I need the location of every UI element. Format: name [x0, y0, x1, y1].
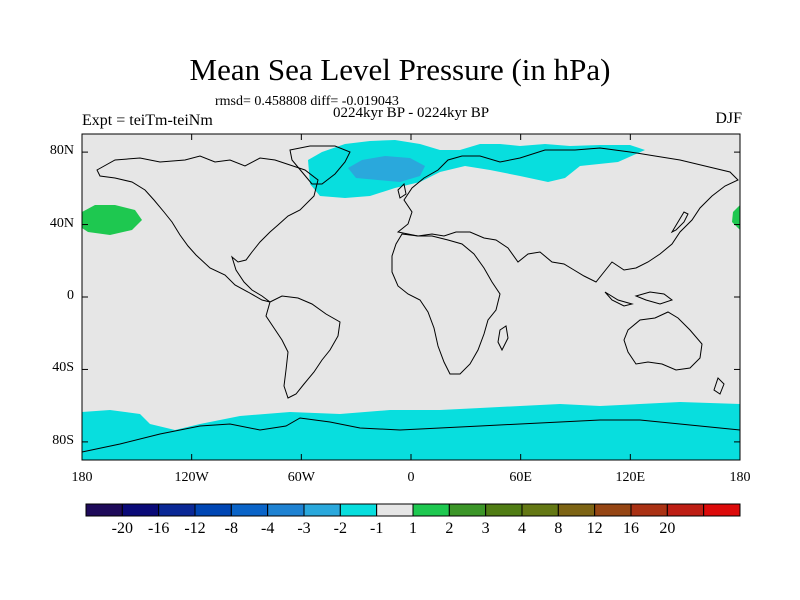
colorbar-label: 1 [409, 520, 417, 537]
colorbar-label: 12 [586, 520, 603, 537]
lon-tick-label: 180 [729, 470, 751, 485]
lat-tick-label: 80N [49, 143, 74, 159]
period-label: 0224kyr BP - 0224kyr BP [332, 105, 490, 121]
colorbar-label: 2 [445, 520, 454, 537]
lon-tick-label: 60E [509, 470, 532, 485]
eurasia-coast [396, 147, 739, 283]
colorbar-label: -4 [260, 520, 275, 537]
indonesia-coast [604, 291, 674, 307]
lat-tick-label: 0 [67, 288, 74, 303]
colorbar-swatch [521, 503, 559, 517]
colorbar-label: 3 [481, 520, 490, 537]
colorbar-swatch [376, 503, 414, 517]
colorbar-swatch [158, 503, 196, 517]
antarctica-coast [81, 417, 741, 453]
lon-tick-label: 0 [407, 470, 415, 485]
southern-ocean-negative-anomaly [82, 402, 740, 460]
colorbar-swatch [594, 503, 632, 517]
madagascar-coast [497, 325, 509, 352]
experiment-label: Expt = teiTm-teiNm [82, 112, 213, 129]
colorbar-swatch [485, 503, 523, 517]
colorbar-swatch [230, 503, 269, 517]
lat-tick-label: 40S [52, 360, 74, 376]
axis-ticks [81, 134, 741, 460]
colorbar-swatch [557, 503, 596, 517]
colorbar-swatch [339, 503, 378, 517]
pacific-positive-anomaly [82, 205, 142, 235]
colorbar-label: -12 [184, 520, 206, 537]
colorbar-label: -16 [147, 520, 170, 537]
colorbar-label: 8 [554, 520, 563, 537]
north-atlantic-core-anomaly [348, 156, 425, 182]
south-america-coast [265, 295, 341, 399]
colorbar [85, 503, 741, 517]
colorbar-label: -20 [111, 520, 133, 537]
colorbar-label: 20 [659, 520, 676, 537]
colorbar-swatch [448, 503, 487, 517]
africa-coast [391, 233, 501, 375]
colorbar-swatch [121, 503, 160, 517]
lon-tick-label: 180 [71, 470, 93, 485]
colorbar-swatch [630, 503, 668, 517]
colorbar-label: -2 [333, 520, 347, 537]
stats-label: rmsd= 0.458808 diff= -0.019043 [215, 94, 399, 109]
lat-tick-label: 80S [52, 432, 74, 448]
lon-tick-label: 120E [615, 470, 646, 485]
japan-coast [670, 211, 689, 234]
dateline-positive-anomaly [732, 205, 740, 230]
colorbar-swatch [666, 503, 705, 517]
lat-tick-label: 40N [49, 215, 74, 231]
greenland-coast [289, 145, 351, 185]
colorbar-label: -3 [297, 520, 311, 537]
colorbar-label: 4 [518, 520, 526, 537]
british-isles-coast [397, 182, 407, 199]
colorbar-swatch [85, 503, 123, 517]
colorbar-label: -1 [369, 520, 384, 537]
coastlines [81, 145, 741, 453]
colorbar-swatch [703, 503, 741, 517]
colorbar-swatch [194, 503, 232, 517]
north-america-coast [96, 155, 319, 303]
anomaly-shading [82, 140, 740, 460]
colorbar-swatch [412, 503, 450, 517]
lon-tick-label: 60W [287, 470, 315, 485]
colorbar-swatch [267, 503, 305, 517]
colorbar-label: 16 [623, 520, 639, 537]
colorbar-swatch [303, 503, 341, 517]
new-zealand-coast [713, 377, 725, 395]
season-label: DJF [715, 110, 742, 127]
colorbar-label: -8 [224, 520, 238, 537]
lon-tick-label: 120W [174, 470, 209, 485]
north-atlantic-negative-anomaly [308, 140, 645, 198]
plot-title: Mean Sea Level Pressure (in hPa) [189, 52, 611, 87]
australia-coast [623, 311, 703, 371]
